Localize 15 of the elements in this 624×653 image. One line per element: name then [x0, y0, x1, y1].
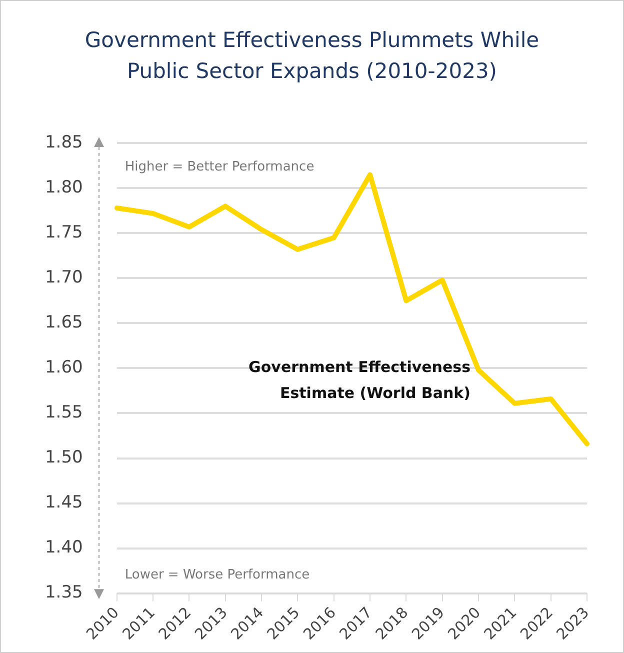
y-tick-label: 1.85: [44, 132, 83, 153]
annotation: Lower = Worse Performance: [124, 568, 310, 583]
y-tick-label: 1.45: [44, 492, 83, 513]
y-tick-label: 1.55: [44, 402, 83, 423]
chart-title: Government Effectiveness Plummets While Public Sector Expands (2010-2023): [84, 27, 540, 85]
series-label: Government Effectiveness Estimate (World Bank): [248, 358, 471, 402]
y-tick-label: 1.60: [44, 358, 83, 378]
y-tick-label: 1.70: [44, 268, 83, 288]
y-tick-label: 1.75: [44, 222, 83, 243]
y-tick-label: 1.35: [44, 582, 83, 603]
annotation: Higher = Better Performance: [124, 160, 314, 175]
y-tick-label: 1.50: [44, 448, 83, 468]
y-tick-label: 1.80: [44, 178, 83, 198]
y-tick-label: 1.65: [44, 312, 83, 333]
y-tick-label: 1.40: [44, 538, 83, 558]
